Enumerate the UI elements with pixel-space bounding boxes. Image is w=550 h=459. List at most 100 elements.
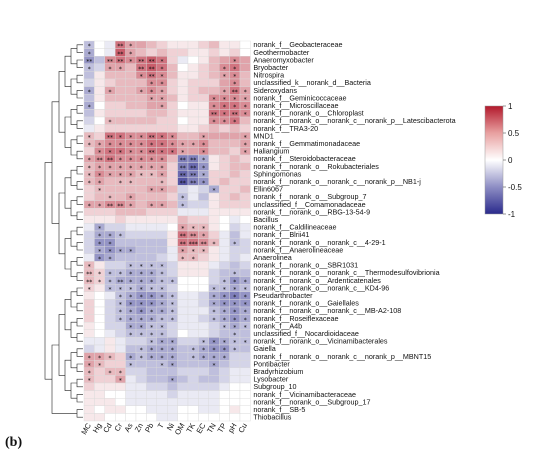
heatmap-cell <box>114 116 126 125</box>
significance-star: * <box>98 256 101 263</box>
dendrogram-branch <box>76 44 83 53</box>
significance-star: ** <box>180 241 186 248</box>
significance-star: * <box>150 294 153 301</box>
column-label: Cr <box>112 421 124 433</box>
heatmap-cell <box>114 78 126 87</box>
significance-star: * <box>233 96 236 103</box>
heatmap-cell <box>104 101 116 110</box>
heatmap-cell <box>198 261 209 270</box>
dendrogram-branch <box>70 48 77 65</box>
significance-star: * <box>161 203 164 210</box>
dendrogram-branch <box>58 314 65 376</box>
heatmap-cell <box>229 390 241 399</box>
significance-star: * <box>202 165 205 172</box>
heatmap-cell <box>208 405 220 414</box>
significance-star: ** <box>190 233 196 240</box>
significance-star: ** <box>180 165 186 172</box>
significance-star: * <box>223 104 226 111</box>
significance-star: ** <box>117 43 123 50</box>
heatmap-cell <box>166 192 178 201</box>
dendrogram-branch <box>76 409 83 418</box>
significance-star: * <box>161 74 164 81</box>
heatmap-cell <box>83 238 95 247</box>
significance-star: * <box>161 362 164 369</box>
significance-star: * <box>140 134 143 141</box>
row-label: Pseudarthrobacter <box>253 291 313 300</box>
heatmap-cell <box>229 398 241 407</box>
heatmap-cell <box>156 230 168 239</box>
heatmap-cell <box>239 245 251 254</box>
row-label: norank_f__Roseiflexaceae <box>253 314 338 323</box>
significance-star: * <box>171 378 174 385</box>
heatmap-cell <box>114 405 126 414</box>
significance-star: * <box>98 180 101 187</box>
row-label: norank_f__norank_o__norank_c__norank_p__… <box>253 352 431 361</box>
significance-star: * <box>192 226 195 233</box>
heatmap-cell <box>187 329 199 338</box>
heatmap-cell <box>218 223 230 232</box>
significance-star: * <box>140 347 143 354</box>
significance-star: * <box>129 142 132 149</box>
heatmap-cell <box>187 207 199 216</box>
heatmap-cell <box>198 48 209 57</box>
significance-star: * <box>140 264 143 271</box>
significance-star: * <box>202 157 205 164</box>
heatmap-cell <box>135 40 147 49</box>
heatmap-cell <box>239 367 251 376</box>
significance-star: * <box>233 317 236 324</box>
row-label: Sideroxydans <box>253 86 297 95</box>
significance-star: ** <box>190 172 196 179</box>
heatmap-cell <box>135 116 147 125</box>
significance-star: ** <box>138 58 144 65</box>
significance-star: * <box>129 172 132 179</box>
heatmap-cell <box>198 284 209 293</box>
heatmap-cell <box>156 413 168 422</box>
significance-star: * <box>202 340 205 347</box>
heatmap-cell <box>104 390 116 399</box>
significance-star: * <box>150 355 153 362</box>
significance-star: *** <box>189 241 198 248</box>
heatmap-cell <box>104 215 116 224</box>
heatmap-cell <box>114 261 126 270</box>
significance-star: * <box>98 165 101 172</box>
dendrogram-branch <box>51 101 59 224</box>
significance-star: * <box>140 332 143 339</box>
significance-star: * <box>129 324 132 331</box>
heatmap-cell <box>135 109 147 118</box>
heatmap-cell <box>187 322 199 331</box>
dendrogram-branch <box>76 394 83 403</box>
significance-star: * <box>88 362 91 369</box>
dendrogram-branch <box>76 302 83 312</box>
heatmap-cell <box>239 238 251 247</box>
significance-star: * <box>161 264 164 271</box>
heatmap-cell <box>156 124 168 133</box>
heatmap-cell <box>187 56 199 65</box>
colorbar: 1 0.5 0 -0.5 -1 <box>484 102 522 219</box>
significance-star: * <box>244 89 247 96</box>
heatmap-cell <box>229 40 241 49</box>
heatmap-cell <box>239 124 251 133</box>
heatmap-cell <box>229 207 241 216</box>
heatmap-cell <box>198 78 209 87</box>
heatmap-cell <box>208 382 220 391</box>
dendrogram-branch <box>51 344 77 414</box>
heatmap-cell <box>198 375 209 384</box>
heatmap-cell <box>83 337 95 346</box>
dendrogram-branch <box>58 71 65 133</box>
significance-star: * <box>202 150 205 157</box>
significance-star: * <box>233 81 236 88</box>
significance-star: * <box>140 74 143 81</box>
significance-star: * <box>150 340 153 347</box>
significance-star: * <box>213 309 216 316</box>
heatmap-cell <box>198 322 209 331</box>
heatmap-cell <box>166 169 178 178</box>
heatmap-cell <box>156 215 168 224</box>
significance-star: ** <box>190 180 196 187</box>
heatmap-cell <box>104 413 116 422</box>
significance-star: * <box>109 150 112 157</box>
row-label: unclassified_f__Comamonadaceae <box>253 200 365 209</box>
significance-star: * <box>88 370 91 377</box>
significance-star: * <box>181 256 184 263</box>
significance-star: * <box>202 226 205 233</box>
significance-star: * <box>161 302 164 309</box>
